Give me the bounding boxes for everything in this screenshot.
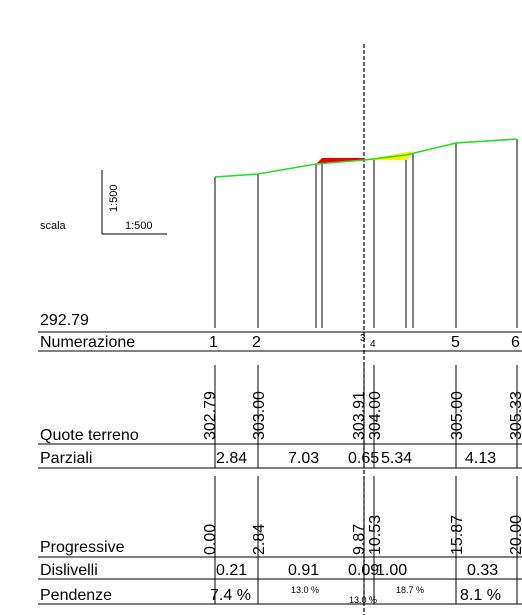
prog-value-6: 20.00: [508, 515, 522, 555]
terrain-line: [214, 138, 518, 178]
disl-value-2: 0.91: [288, 562, 319, 579]
pend-value-1: 7.4 %: [210, 587, 251, 604]
dislivelli-row: 0.21 0.91 0.09 1.00 0.33: [214, 557, 518, 604]
terrain-profile: [214, 138, 518, 328]
quote-terreno-values: 302.79 303.00 303.91 304.00 305.00 305.3…: [202, 365, 522, 444]
scale-label: scala: [40, 220, 67, 232]
prog-value-3: 9.87: [351, 524, 368, 555]
scale-indicator: scala 1:500 1:500: [40, 170, 167, 235]
pendenze-row: 7.4 % 13.0 % 13.0 % 18.7 % 8.1 %: [210, 585, 501, 605]
quote-value-6: 305.33: [508, 391, 522, 440]
parziali-row: 2.84 7.03 0.65 5.34 4.13: [214, 444, 518, 468]
prog-value-2: 2.84: [251, 524, 268, 555]
quote-value-3: 303.91: [351, 391, 368, 440]
row-label-pendenze: Pendenze: [40, 587, 112, 604]
quote-value-4: 304.00: [367, 391, 384, 440]
pend-value-2: 13.0 %: [291, 585, 319, 595]
section-number-2: 2: [252, 334, 261, 351]
row-label-dislivelli: Dislivelli: [40, 562, 98, 579]
prog-value-1: 0.00: [202, 524, 219, 555]
parziali-value-2: 7.03: [288, 450, 319, 467]
disl-value-4: 1.00: [376, 562, 407, 579]
pend-value-4: 18.7 %: [396, 585, 424, 595]
parziali-value-3: 0.65: [348, 450, 379, 467]
section-number-6: 6: [511, 334, 520, 351]
disl-value-1: 0.21: [216, 562, 247, 579]
row-label-progressive: Progressive: [40, 539, 125, 556]
scale-vertical-value: 1:500: [108, 184, 120, 212]
datum-elevation: 292.79: [40, 312, 89, 329]
quote-value-5: 305.00: [449, 391, 466, 440]
section-number-3: 3: [360, 333, 366, 344]
section-number-4: 4: [370, 339, 376, 350]
row-label-parziali: Parziali: [40, 450, 92, 467]
quote-value-1: 302.79: [202, 391, 219, 440]
prog-value-4: 10.53: [367, 515, 384, 555]
prog-value-5: 15.87: [449, 515, 466, 555]
row-label-quote-terreno: Quote terreno: [40, 427, 139, 444]
pend-value-3: 13.0 %: [349, 595, 377, 605]
row-label-numerazione: Numerazione: [40, 334, 135, 351]
disl-value-3: 0.09: [348, 562, 379, 579]
section-number-5: 5: [451, 334, 460, 351]
quote-value-2: 303.00: [251, 391, 268, 440]
disl-value-5: 0.33: [467, 562, 498, 579]
scale-horizontal-value: 1:500: [125, 220, 153, 232]
parziali-value-1: 2.84: [216, 450, 247, 467]
section-number-1: 1: [209, 334, 218, 351]
parziali-value-5: 4.13: [465, 450, 496, 467]
parziali-value-4: 5.34: [381, 450, 412, 467]
pend-value-5: 8.1 %: [460, 587, 501, 604]
progressive-values: 0.00 2.84 9.87 10.53 15.87 20.00: [202, 476, 522, 557]
